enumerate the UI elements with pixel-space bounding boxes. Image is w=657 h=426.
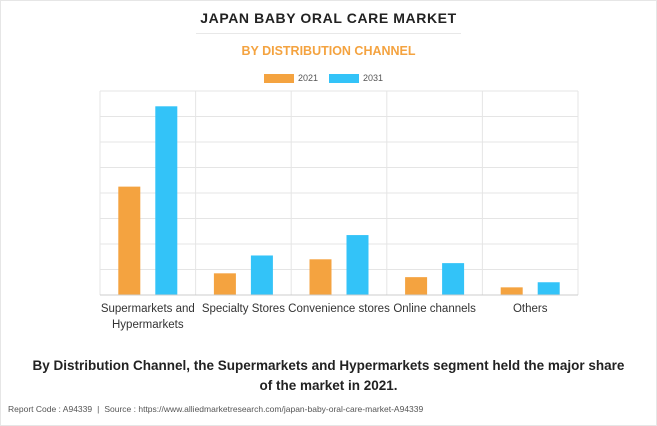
bar-2031-4 [537,282,560,295]
bar-2031-3 [442,263,465,295]
bar-2031-0 [155,106,178,295]
x-tick-label: Hypermarkets [112,319,184,331]
legend-label-2021: 2021 [298,73,319,83]
bar-2021-0 [118,186,141,295]
legend-swatch-2031 [329,74,359,83]
x-tick-label: Convenience stores [288,303,390,315]
x-tick-label: Supermarkets and [101,303,195,315]
footnote-line-1: By Distribution Channel, the Supermarket… [32,358,625,373]
chart-footnote: By Distribution Channel, the Supermarket… [8,356,649,396]
chart-subtitle: BY DISTRIBUTION CHANNEL [241,44,416,58]
chart-legend: 2021 2031 [0,72,657,86]
x-tick-label: Online channels [393,303,476,315]
bar-2021-3 [405,277,428,295]
legend-swatch-2021 [264,74,294,83]
report-separator: | [97,404,100,414]
bar-2021-4 [500,287,523,295]
report-source-line: Report Code : A94339 | Source : https://ww… [8,404,423,414]
bar-chart: Supermarkets and Hypermarkets Specialty St… [99,90,579,331]
bar-2031-2 [346,235,369,295]
report-code: Report Code : A94339 [8,404,93,414]
bar-2031-1 [250,255,273,295]
x-tick-label: Others [513,303,548,315]
bar-2021-1 [213,273,236,295]
legend-label-2031: 2031 [363,73,384,83]
x-tick-label: Specialty Stores [202,303,285,315]
report-source: Source : https://www.alliedmarketresearc… [104,404,424,414]
chart-title: JAPAN BABY ORAL CARE MARKET [200,10,457,26]
bar-2021-2 [309,259,332,295]
footnote-line-2: of the market in 2021. [259,378,398,393]
title-divider [196,33,461,34]
